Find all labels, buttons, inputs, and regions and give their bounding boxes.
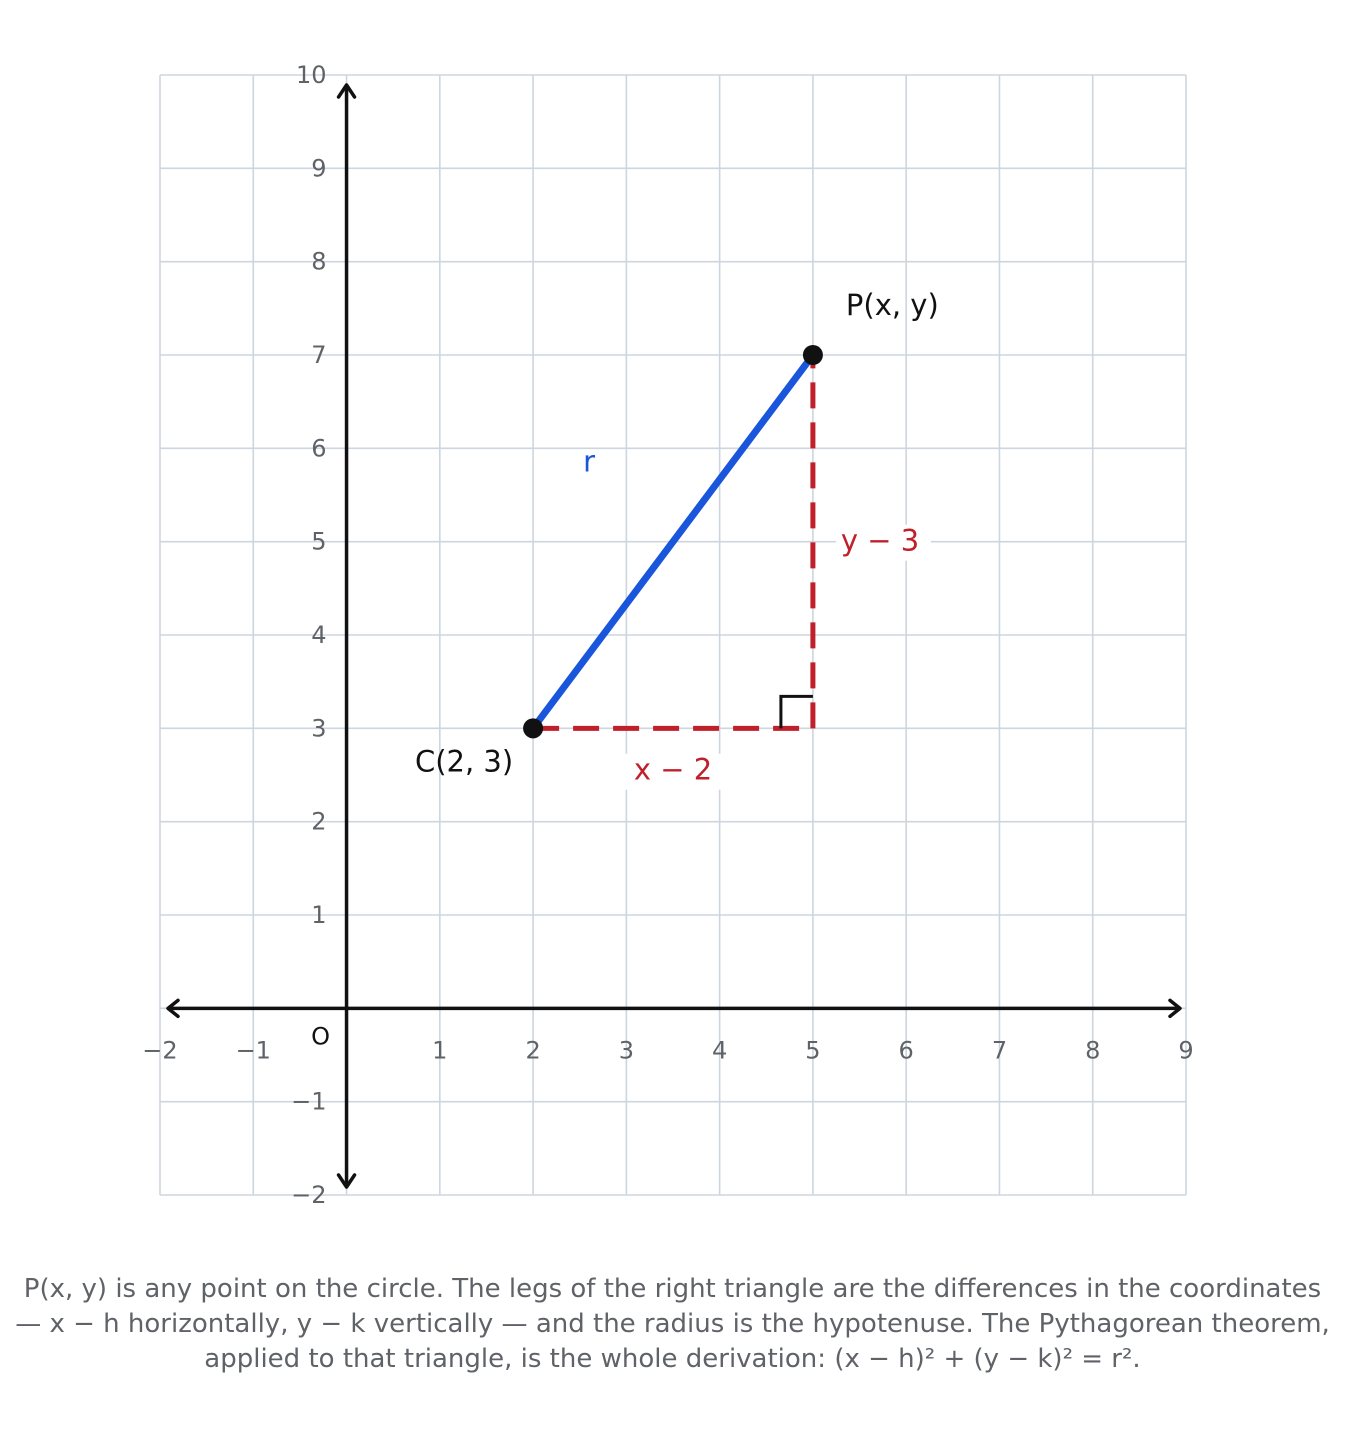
coordinate-plane: −2 −1 1 2 3 4 5 6 7 8 9 O −2 −1 1 2 3 4 5 6 7 8 9 10 P(x, y) C(… — [142, 61, 1193, 1209]
x-axis-arrow-right — [1168, 998, 1182, 1019]
point-point — [802, 345, 823, 365]
y-tick-label: 6 — [311, 434, 326, 462]
radius — [529, 351, 817, 732]
vertical-leg-label: y − 3 — [841, 524, 919, 558]
y-tick-label: 10 — [296, 61, 327, 89]
y-tick-label: 7 — [311, 341, 326, 369]
horizontal-leg-label: x − 2 — [634, 753, 712, 787]
radius-segment — [529, 351, 817, 732]
x-tick-label: 8 — [1085, 1036, 1100, 1064]
radius-label: r — [583, 445, 595, 479]
x-tick-label: 1 — [432, 1036, 447, 1064]
right-angle-marker — [779, 694, 813, 729]
y-tick-label: 8 — [311, 248, 326, 276]
x-axis-arrow-left — [166, 998, 180, 1019]
points — [523, 345, 823, 739]
y-tick-label: 5 — [311, 528, 326, 556]
y-tick-label: 9 — [311, 154, 326, 182]
vertical-leg-label-bg — [835, 524, 931, 561]
axes — [166, 83, 1182, 1189]
y-axis-arrow-down — [336, 1173, 357, 1189]
origin-label: O — [311, 1022, 330, 1050]
x-tick-label: −2 — [142, 1036, 177, 1064]
y-tick-labels: −2 −1 1 2 3 4 5 6 7 8 9 10 — [291, 61, 326, 1209]
point-p-label: P(x, y) — [846, 288, 939, 322]
center-point — [523, 718, 544, 739]
right-angle-square — [779, 694, 813, 729]
y-tick-label: −2 — [291, 1181, 326, 1209]
x-tick-label: 4 — [712, 1036, 727, 1064]
y-tick-label: 1 — [311, 901, 326, 929]
y-tick-label: 4 — [311, 621, 326, 649]
x-tick-label: 2 — [525, 1036, 540, 1064]
caption: P(x, y) is any point on the circle. The … — [15, 1274, 1330, 1374]
x-tick-labels: −2 −1 1 2 3 4 5 6 7 8 9 O — [142, 1022, 1193, 1064]
y-tick-label: 3 — [311, 714, 326, 742]
y-tick-label: 2 — [311, 808, 326, 836]
triangle-legs — [533, 355, 816, 731]
x-tick-label: 9 — [1178, 1036, 1193, 1064]
center-c-label: C(2, 3) — [415, 744, 513, 778]
annotations: P(x, y) C(2, 3) r x − 2 y − 3 — [415, 288, 939, 790]
x-tick-label: 6 — [899, 1036, 914, 1064]
x-tick-label: 5 — [805, 1036, 820, 1064]
y-axis-arrow-up — [336, 83, 357, 99]
y-tick-label: −1 — [291, 1088, 326, 1116]
x-tick-label: 7 — [992, 1036, 1007, 1064]
x-tick-label: 3 — [619, 1036, 634, 1064]
horizontal-leg-label-bg — [625, 753, 721, 790]
x-tick-label: −1 — [236, 1036, 271, 1064]
